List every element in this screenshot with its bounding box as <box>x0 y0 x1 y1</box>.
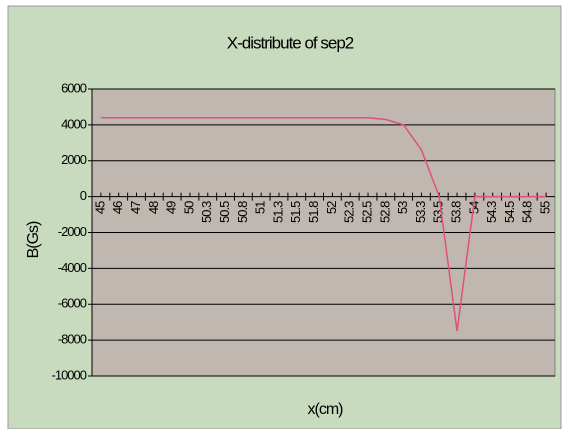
x-tick-label: 51.3 <box>270 201 285 223</box>
x-tick-label: 53.3 <box>413 201 428 223</box>
x-tick-label: 50 <box>181 201 196 214</box>
x-tick-label: 50.3 <box>199 201 214 223</box>
x-tick-label: 51.8 <box>306 201 321 223</box>
x-tick-label: 53 <box>395 201 410 214</box>
x-tick-label: 49 <box>164 201 179 214</box>
chart-title: X-distribute of sep2 <box>227 33 354 52</box>
x-tick-label: 52.8 <box>377 201 392 223</box>
x-tick-label: 48 <box>146 201 161 214</box>
x-tick-label: 50.5 <box>217 201 232 223</box>
y-tick-label: 4000 <box>61 116 87 131</box>
x-tick-label: 53.8 <box>448 201 463 223</box>
x-tick-label: 46 <box>110 201 125 214</box>
x-tick-label: 50.8 <box>235 201 250 223</box>
data-line <box>100 116 547 332</box>
x-tick-label: 47 <box>128 201 143 214</box>
x-tick-label: 52.3 <box>342 201 357 223</box>
y-tick-label: -8000 <box>58 332 87 347</box>
x-tick-label: 54.3 <box>484 201 499 223</box>
x-tick-label: 51.5 <box>288 201 303 223</box>
y-axis-label: B(Gs) <box>25 221 42 258</box>
x-tick-label: 51 <box>253 201 268 214</box>
x-axis-label: x(cm) <box>308 401 344 418</box>
x-tick-label: 53.5 <box>431 201 446 223</box>
y-tick-label: -6000 <box>58 296 87 311</box>
x-tick-label: 54.8 <box>520 201 535 223</box>
x-tick-label: 52.5 <box>359 201 374 223</box>
y-tick-label: -10000 <box>52 367 87 382</box>
x-tick-label: 55 <box>538 201 553 214</box>
y-tick-label: 0 <box>80 188 87 203</box>
y-tick-label: -4000 <box>58 260 87 275</box>
y-tick-label: -2000 <box>58 224 87 239</box>
x-tick-label: 45 <box>92 201 107 214</box>
y-tick-label: 6000 <box>61 80 87 95</box>
x-tick-label: 52 <box>324 201 339 214</box>
x-tick-label: 54.5 <box>502 201 517 223</box>
y-tick-label: 2000 <box>61 152 87 167</box>
